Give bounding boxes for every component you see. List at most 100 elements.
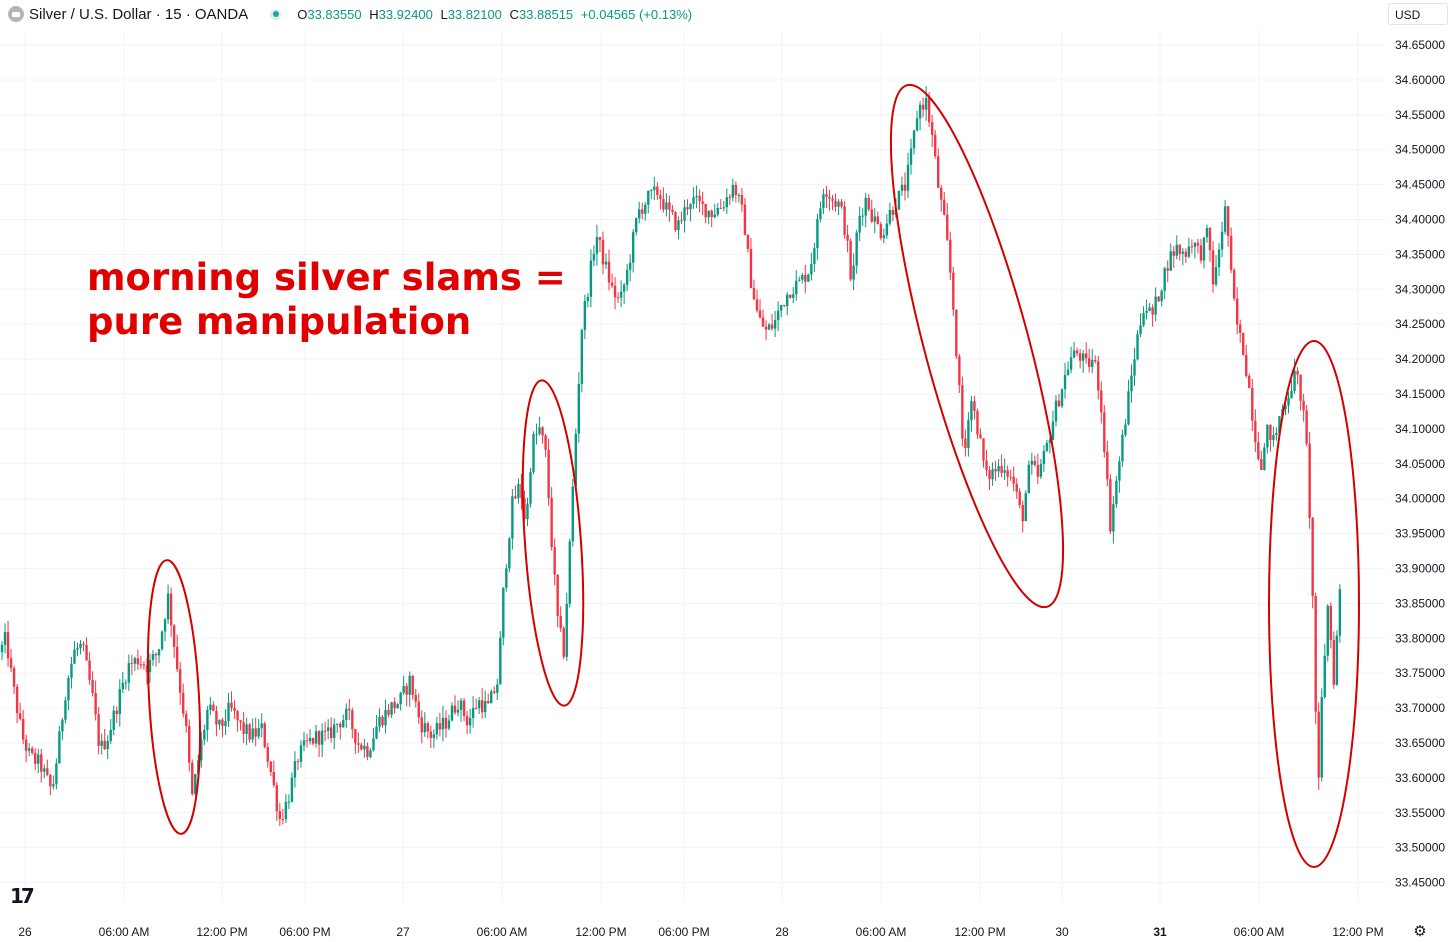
candle-body — [946, 214, 949, 240]
candle-body — [209, 704, 212, 710]
candle-body — [997, 465, 1000, 472]
candle-body — [1314, 595, 1317, 712]
price-axis[interactable]: 34.65000 34.60000 34.55000 34.50000 34.45000… — [1395, 38, 1445, 890]
candle-body — [692, 197, 695, 204]
candle-body — [653, 186, 656, 191]
candle-body — [988, 470, 991, 480]
candle-body — [1196, 242, 1200, 246]
candle-body — [203, 729, 206, 740]
candle-body — [1109, 479, 1112, 532]
candle-body — [770, 324, 774, 329]
price-tick-label: 34.55000 — [1395, 108, 1445, 122]
close-label: C — [509, 6, 519, 22]
ohlc-values: O33.83550 H33.92400 L33.82100 C33.88515 … — [297, 7, 696, 22]
price-tick-label: 33.70000 — [1395, 701, 1445, 715]
candle-body — [728, 197, 732, 199]
candle-body — [976, 411, 979, 435]
candle-body — [1124, 424, 1127, 435]
candle-body — [740, 194, 744, 205]
candle-body — [305, 740, 309, 742]
time-tick-label: 06:00 AM — [99, 925, 150, 939]
candle-body — [284, 801, 288, 820]
candle-body — [1184, 251, 1188, 257]
candle-body — [985, 460, 988, 471]
candle-body — [604, 261, 608, 265]
candle-body — [450, 705, 454, 721]
candle-body — [1106, 451, 1109, 480]
candle-body — [496, 684, 499, 693]
candle-body — [381, 716, 384, 726]
price-tick-label: 34.30000 — [1395, 282, 1445, 296]
candle-body — [701, 201, 704, 204]
high-value: 33.92400 — [378, 6, 433, 22]
time-tick-label: 28 — [775, 925, 789, 939]
candle-body — [487, 700, 490, 704]
candle-body — [260, 723, 263, 728]
candle-body — [731, 184, 735, 198]
candle-body — [840, 201, 843, 207]
price-tick-label: 34.00000 — [1395, 492, 1445, 506]
candle-body — [471, 707, 475, 719]
candle-body — [166, 593, 170, 620]
candle-body — [1338, 589, 1342, 636]
time-axis[interactable]: 26 06:00 AM 12:00 PM 06:00 PM 27 06:00 AM 12:0… — [18, 925, 1383, 939]
symbol-title[interactable]: Silver / U.S. Dollar · 15 · OANDA — [29, 5, 249, 23]
candle-body — [151, 654, 155, 660]
candle-body — [982, 438, 985, 461]
candle-body — [405, 685, 408, 695]
candle-body — [505, 568, 508, 588]
candle-body — [918, 104, 922, 119]
candle-body — [961, 385, 964, 439]
candle-body — [556, 574, 559, 617]
candle-body — [459, 700, 463, 710]
candle-body — [1202, 237, 1206, 261]
candle-body — [1088, 358, 1091, 367]
candle-body — [417, 701, 420, 718]
candle-body — [215, 710, 218, 725]
candle-body — [154, 654, 158, 656]
candle-body — [776, 310, 780, 321]
candle-body — [659, 195, 662, 199]
candle-body — [867, 197, 870, 210]
candle-body — [1078, 353, 1082, 361]
candle-body — [314, 731, 318, 744]
candle-body — [1163, 268, 1166, 291]
candle-body — [169, 593, 173, 626]
candle-body — [592, 253, 596, 261]
candle-body — [764, 326, 768, 330]
time-tick-label: 06:00 PM — [658, 925, 709, 939]
candle-body — [12, 667, 16, 687]
candle-body — [124, 682, 128, 684]
candle-body — [1275, 433, 1278, 436]
candle-body — [49, 774, 52, 787]
price-tick-label: 34.15000 — [1395, 387, 1445, 401]
currency-selector[interactable]: USD — [1388, 3, 1448, 25]
highlight-ellipse — [1268, 340, 1360, 868]
low-value: 33.82100 — [447, 6, 502, 22]
candle-body — [622, 284, 626, 292]
candle-body — [891, 210, 895, 215]
candle-body — [218, 719, 221, 725]
candle-body — [468, 718, 472, 726]
candle-body — [233, 707, 236, 712]
candle-body — [1296, 370, 1299, 375]
candle-body — [139, 664, 143, 666]
candle-body — [251, 728, 254, 740]
candle-body — [384, 709, 387, 726]
candle-body — [1081, 353, 1085, 361]
candle-body — [160, 631, 164, 650]
tradingview-logo[interactable]: 17 — [10, 884, 35, 908]
annotation-text: morning silver slams = pure manipulation — [87, 256, 566, 344]
candle-body — [3, 631, 7, 645]
candle-body — [182, 692, 185, 714]
gear-icon[interactable]: ⚙ — [1413, 923, 1427, 940]
candle-body — [393, 702, 396, 709]
candle-body — [559, 616, 562, 629]
candle-body — [1284, 405, 1287, 410]
candle-body — [408, 675, 411, 695]
candle-body — [870, 209, 873, 222]
candle-body — [1160, 290, 1163, 302]
candle-body — [873, 216, 876, 222]
candle-body — [61, 719, 64, 732]
